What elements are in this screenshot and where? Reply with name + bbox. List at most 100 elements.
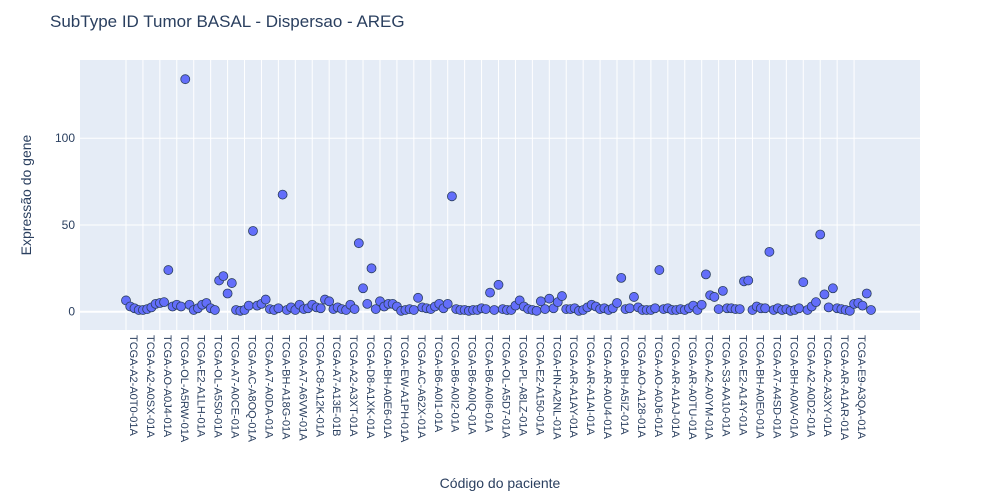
data-points xyxy=(121,74,876,316)
x-tick-label: TCGA-AO-A0J4-01A xyxy=(161,335,173,438)
x-tick-label: TCGA-B6-A0IQ-01A xyxy=(466,335,478,435)
data-point xyxy=(180,74,191,85)
y-ticks: 0 50 100 xyxy=(55,131,75,319)
data-point xyxy=(815,229,826,240)
x-tick-label: TCGA-AR-A1AY-01A xyxy=(567,335,579,438)
x-tick-label: TCGA-BH-A0E6-01A xyxy=(381,335,393,439)
data-point xyxy=(828,283,838,294)
x-tick-label: TCGA-S3-AA10-01A xyxy=(720,335,732,437)
x-tick-label: TCGA-A7-A13E-01B xyxy=(330,335,342,436)
x-tick-label: TCGA-AC-A8OQ-01A xyxy=(246,335,258,443)
x-tick-label: TCGA-OL-A5RW-01A xyxy=(178,335,190,443)
x-tick-label: TCGA-B6-A0I1-01A xyxy=(432,335,444,433)
data-point xyxy=(612,298,622,308)
data-point xyxy=(531,305,542,316)
gridlines xyxy=(80,60,920,330)
data-point xyxy=(413,292,423,303)
x-tick-label: TCGA-AO-A128-01A xyxy=(635,335,647,438)
x-tick-label: TCGA-A2-A3XT-01A xyxy=(347,335,359,437)
data-point xyxy=(159,297,169,308)
x-ticks: TCGA-A2-A0T0-01A TCGA-A2-A0SX-01A TCGA-AO-… xyxy=(127,335,867,443)
data-point xyxy=(349,304,360,314)
x-tick-label: TCGA-A7-A0DA-01A xyxy=(262,335,274,439)
data-point xyxy=(650,303,661,314)
data-point xyxy=(163,265,174,275)
data-point xyxy=(743,275,754,286)
x-tick-label: TCGA-EW-A1PH-01A xyxy=(398,335,410,443)
data-point xyxy=(709,292,720,302)
data-point xyxy=(701,269,711,280)
data-point xyxy=(861,288,872,299)
data-point xyxy=(654,265,665,275)
chart-title: SubType ID Tumor BASAL - Dispersao - ARE… xyxy=(50,12,405,31)
x-tick-label: TCGA-BH-A0E0-01A xyxy=(753,335,765,439)
data-point xyxy=(857,300,868,311)
data-point xyxy=(366,263,377,274)
data-point xyxy=(557,291,567,301)
x-tick-label: TCGA-A7-A4SD-01A xyxy=(770,335,782,439)
data-point xyxy=(243,300,254,311)
y-tick-label: 100 xyxy=(55,131,75,145)
x-tick-label: TCGA-A2-A0YM-01A xyxy=(703,335,715,440)
x-tick-label: TCGA-AC-A62X-01A xyxy=(415,335,427,439)
x-tick-label: TCGA-D8-A1XK-01A xyxy=(364,335,376,439)
data-point xyxy=(489,305,500,315)
data-point xyxy=(362,298,373,309)
x-tick-label: TCGA-A2-A0T0-01A xyxy=(127,335,139,437)
data-point xyxy=(819,289,830,300)
x-tick-label: TCGA-OL-A5D7-01A xyxy=(500,335,512,439)
data-point xyxy=(811,297,821,308)
data-point xyxy=(624,303,635,314)
x-tick-label: TCGA-AR-A1AJ-01A xyxy=(669,335,681,438)
x-tick-label: TCGA-AR-A1AR-01A xyxy=(838,335,850,441)
x-tick-label: TCGA-A7-A6VW-01A xyxy=(296,335,308,441)
data-point xyxy=(226,278,237,288)
x-tick-label: TCGA-AO-A0J6-01A xyxy=(652,335,664,438)
x-tick-label: TCGA-E2-A1LH-01A xyxy=(195,335,207,438)
data-point xyxy=(324,296,335,307)
data-point xyxy=(480,304,491,314)
data-point xyxy=(616,272,627,283)
x-tick-label: TCGA-A2-A0SX-01A xyxy=(144,335,156,438)
x-tick-label: TCGA-AR-A0U4-01A xyxy=(601,335,613,440)
x-tick-label: TCGA-B6-A0I6-01A xyxy=(483,335,495,433)
data-point xyxy=(798,277,809,288)
x-tick-label: TCGA-C8-A12K-01A xyxy=(313,335,325,438)
data-point xyxy=(760,303,771,314)
data-point xyxy=(248,226,258,236)
data-point xyxy=(866,305,876,315)
data-point xyxy=(408,305,419,315)
data-point xyxy=(222,288,233,299)
data-point xyxy=(717,285,728,296)
x-tick-label: TCGA-OL-A5S0-01A xyxy=(212,335,224,438)
x-tick-label: TCGA-A7-A0CE-01A xyxy=(229,335,241,439)
x-tick-label: TCGA-A2-A3XY-01A xyxy=(821,335,833,437)
data-point xyxy=(358,283,368,294)
x-tick-label: TCGA-B6-A0I2-01A xyxy=(449,335,461,433)
data-point xyxy=(176,301,186,312)
data-point xyxy=(696,299,707,310)
data-point xyxy=(485,287,495,298)
x-tick-label: TCGA-AR-A0TU-01A xyxy=(686,335,698,440)
data-point xyxy=(629,292,639,302)
data-point xyxy=(353,238,364,249)
data-point xyxy=(277,189,288,200)
data-point xyxy=(315,303,326,314)
y-tick-label: 0 xyxy=(68,305,75,319)
x-tick-label: TCGA-BH-A5IZ-01A xyxy=(618,335,630,435)
x-tick-label: TCGA-E2-A150-01A xyxy=(533,335,545,436)
x-tick-label: TCGA-BH-A18G-01A xyxy=(279,335,291,440)
x-tick-label: TCGA-E2-A14Y-01A xyxy=(737,335,749,436)
x-tick-label: TCGA-PL-A8LZ-01A xyxy=(516,335,528,437)
x-tick-label: TCGA-A2-A0D2-01A xyxy=(804,335,816,438)
data-point xyxy=(794,303,804,314)
data-point xyxy=(540,304,550,314)
data-point xyxy=(218,271,229,282)
x-tick-label: TCGA-HN-A2NL-01A xyxy=(550,335,562,440)
y-axis-label: Expressão do gene xyxy=(18,134,34,255)
data-point xyxy=(544,293,555,304)
x-tick-label: TCGA-BH-A0AV-01A xyxy=(787,335,799,439)
y-tick-label: 50 xyxy=(62,218,76,232)
data-point xyxy=(734,304,745,314)
